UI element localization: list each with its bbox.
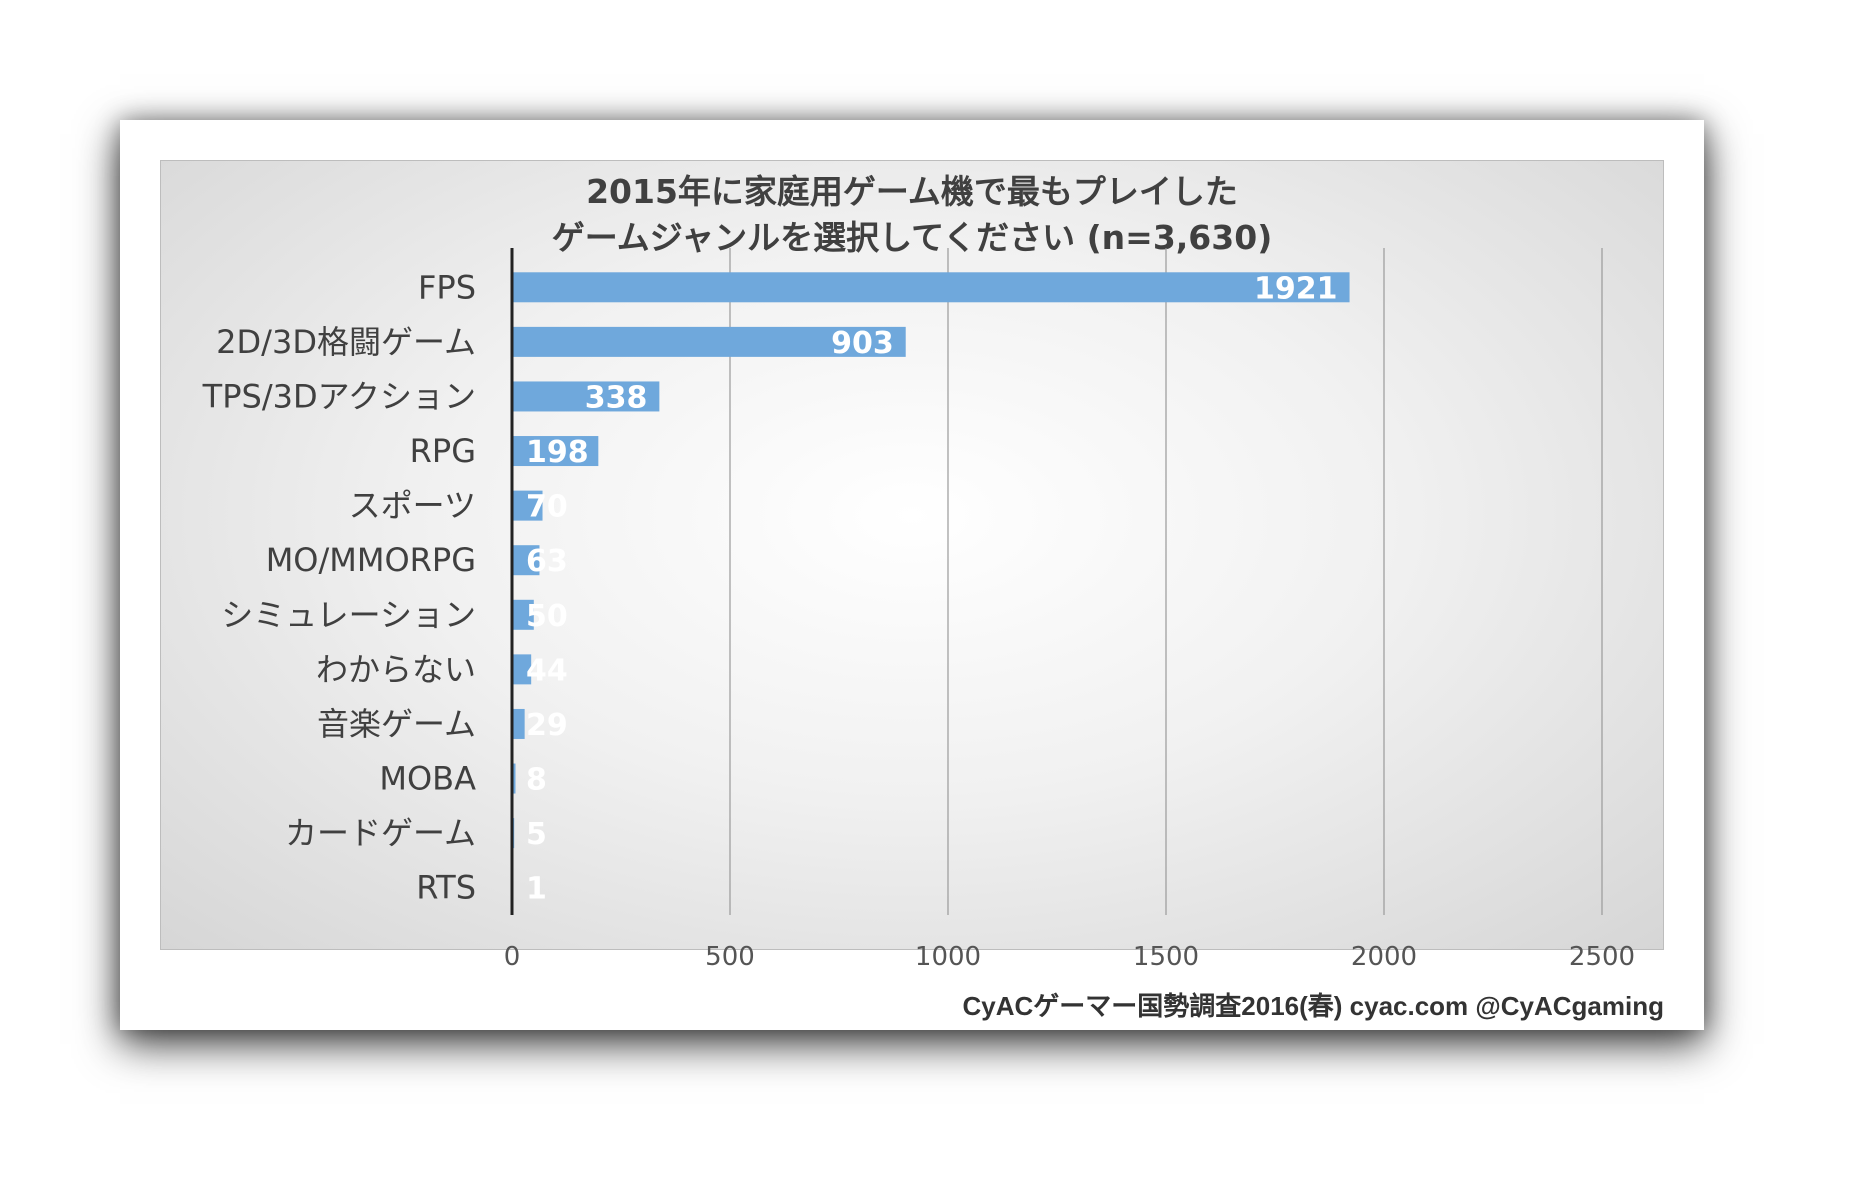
- chart-title-line2: ゲームジャンルを選択してください (n=3,630): [551, 218, 1273, 257]
- data-label: 44: [526, 653, 568, 688]
- data-label: 70: [526, 490, 568, 525]
- x-tick-label: 1500: [1133, 942, 1199, 972]
- bar-1: [512, 326, 906, 357]
- bar-5: [512, 545, 540, 576]
- bar-6: [512, 599, 534, 630]
- category-label: MOBA: [379, 760, 476, 798]
- bar-7: [512, 654, 532, 685]
- category-label: シミュレーション: [221, 596, 476, 634]
- bar-3: [512, 436, 599, 467]
- bar-2: [512, 381, 660, 412]
- data-label: 198: [526, 435, 589, 470]
- category-label: FPS: [418, 268, 476, 306]
- category-label: カードゲーム: [285, 814, 476, 852]
- category-label: RPG: [410, 432, 476, 470]
- data-label: 1: [526, 872, 547, 907]
- data-label: 63: [526, 544, 568, 579]
- category-label: わからない: [316, 650, 476, 688]
- chart-title-line1: 2015年に家庭用ゲーム機で最もプレイした: [586, 172, 1238, 211]
- category-label: MO/MMORPG: [266, 541, 476, 579]
- bar-9: [512, 763, 516, 794]
- bar-4: [512, 490, 543, 521]
- data-label: 5: [526, 817, 547, 852]
- category-label: スポーツ: [349, 487, 476, 525]
- category-label: 音楽ゲーム: [317, 705, 476, 743]
- category-label: RTS: [416, 869, 476, 907]
- chart-card: 2015年に家庭用ゲーム機で最もプレイした ゲームジャンルを選択してください (…: [120, 120, 1704, 1030]
- x-tick-label: 1000: [915, 942, 981, 972]
- source-footer: CyACゲーマー国勢調査2016(春) cyac.com @CyACgaming: [962, 991, 1664, 1021]
- bar-0: [512, 272, 1350, 303]
- data-label: 29: [526, 708, 568, 743]
- bar-chart: 0 500 1000 1500 2000 2500 FPS 1921 2D/3D格闘ゲーム 903…: [202, 248, 1635, 972]
- x-tick-label: 0: [504, 942, 521, 972]
- category-label: 2D/3D格闘ゲーム: [216, 323, 476, 361]
- category-label: TPS/3Dアクション: [202, 377, 476, 415]
- data-label: 903: [831, 326, 894, 361]
- x-tick-label: 2500: [1569, 942, 1635, 972]
- data-label: 1921: [1254, 271, 1338, 306]
- x-tick-label: 500: [705, 942, 755, 972]
- data-label: 8: [526, 763, 547, 798]
- data-label: 338: [585, 380, 648, 415]
- x-tick-label: 2000: [1351, 942, 1417, 972]
- data-label: 50: [526, 599, 568, 634]
- bar-8: [512, 708, 525, 739]
